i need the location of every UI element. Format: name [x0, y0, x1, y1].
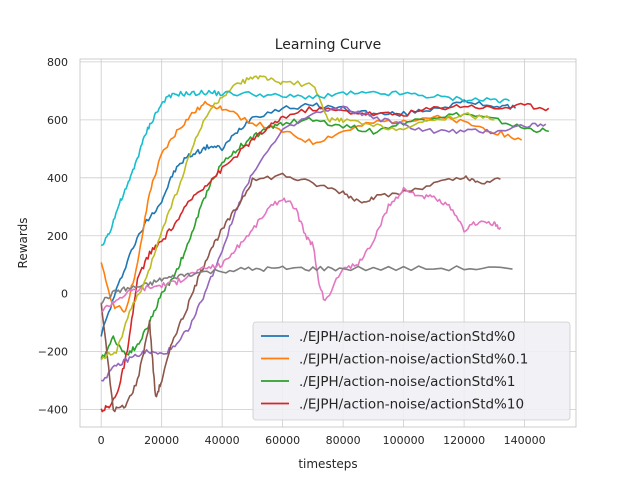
- y-tick-label: 400: [47, 172, 68, 185]
- x-tick-label: 120000: [443, 434, 485, 447]
- x-tick-label: 20000: [144, 434, 179, 447]
- y-tick-label: 200: [47, 230, 68, 243]
- x-tick-label: 40000: [205, 434, 240, 447]
- y-tick-label: −200: [38, 346, 68, 359]
- y-tick-label: 600: [47, 114, 68, 127]
- legend-entry-label: ./EJPH/action-noise/actionStd%0.1: [299, 352, 528, 368]
- x-tick-label: 0: [98, 434, 105, 447]
- legend-entry-label: ./EJPH/action-noise/actionStd%1: [299, 374, 515, 390]
- x-tick-label: 60000: [265, 434, 300, 447]
- y-tick-label: 0: [61, 288, 68, 301]
- x-tick-label: 80000: [326, 434, 361, 447]
- legend-entry-label: ./EJPH/action-noise/actionStd%0: [299, 329, 515, 345]
- series-line: [100, 265, 513, 305]
- series-lines: [100, 75, 550, 413]
- x-tick-label: 100000: [383, 434, 425, 447]
- legend-box: [252, 321, 571, 421]
- series-line: [100, 75, 495, 361]
- y-axis-label: Rewards: [16, 218, 30, 269]
- y-tick-label: 800: [47, 56, 68, 69]
- series-line: [100, 89, 510, 247]
- legend: ./EJPH/action-noise/actionStd%0 ./EJPH/ac…: [252, 321, 571, 421]
- series-line: [100, 99, 517, 337]
- tick-labels: 0 20000 40000 60000 80000 100000 120000 140000 −…: [38, 56, 546, 447]
- chart-title: Learning Curve: [275, 37, 382, 53]
- legend-entry-label: ./EJPH/action-noise/actionStd%10: [299, 397, 524, 413]
- series-line: [100, 186, 502, 313]
- y-tick-label: −400: [38, 404, 68, 417]
- x-axis-label: timesteps: [298, 457, 357, 471]
- x-tick-label: 140000: [504, 434, 546, 447]
- series-line: [100, 100, 523, 313]
